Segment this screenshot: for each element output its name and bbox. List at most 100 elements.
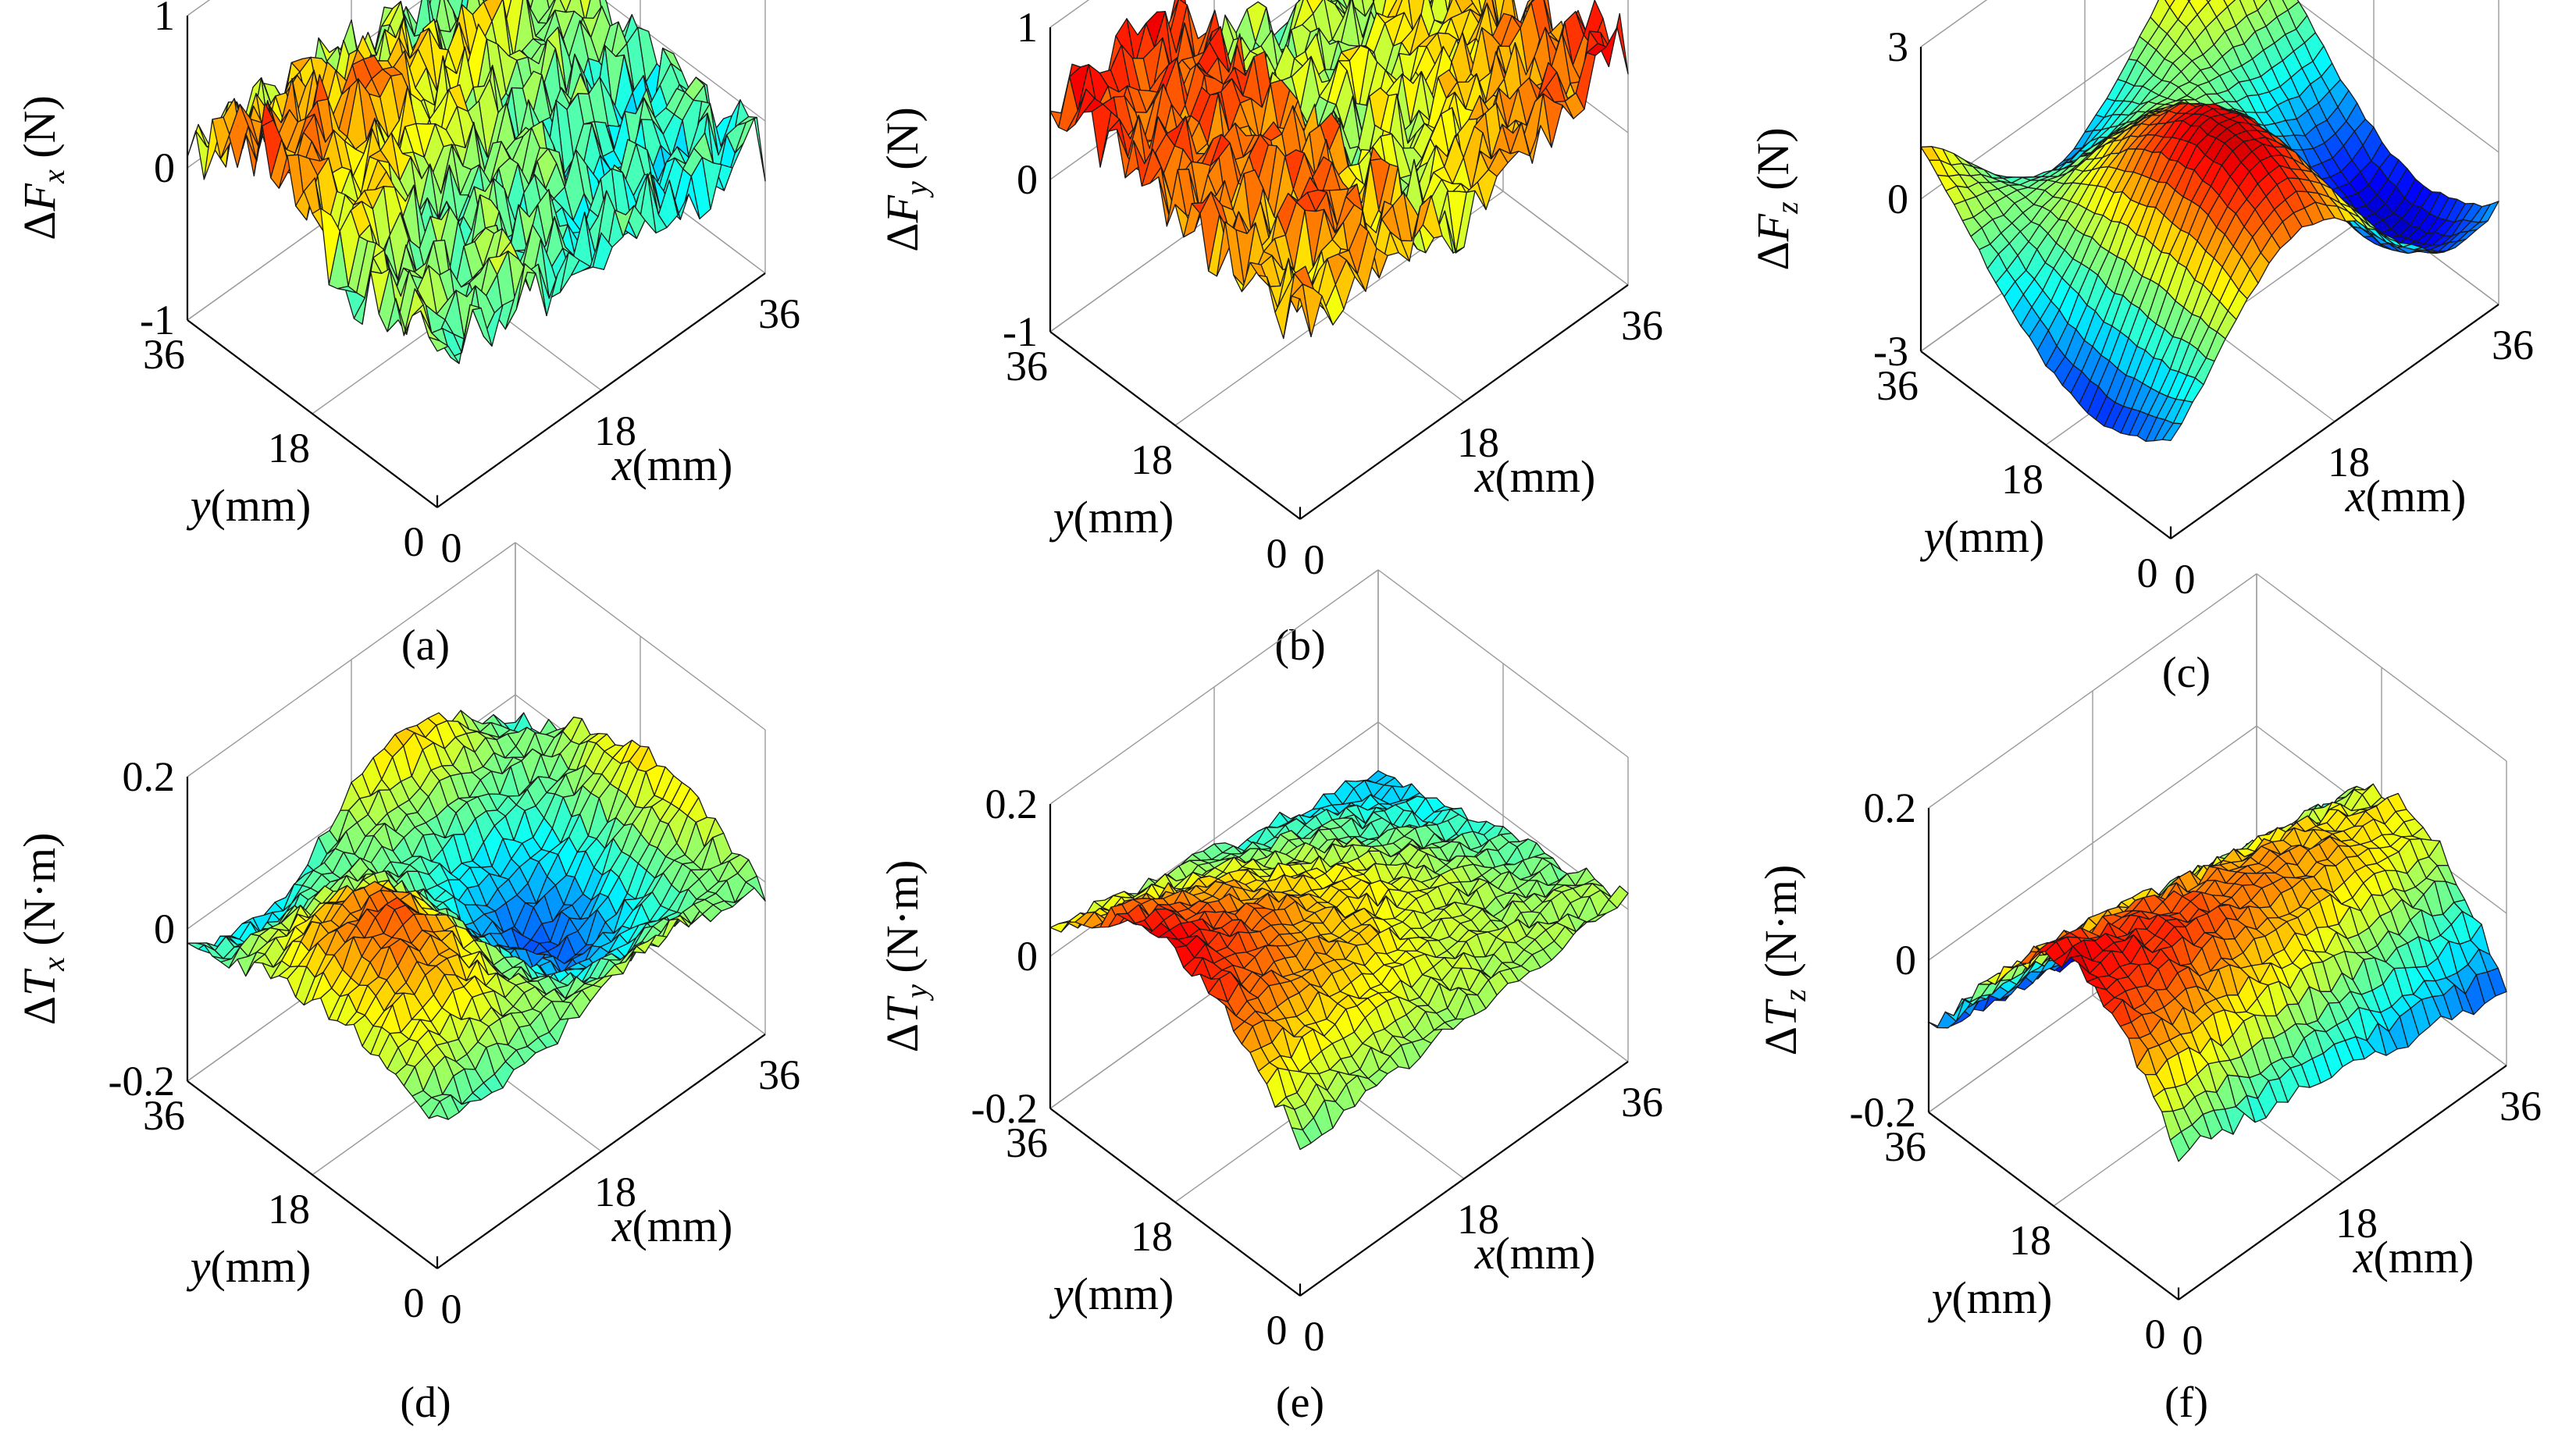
z-axis-label-sub: x — [36, 169, 71, 184]
x-axis-label: x(mm) — [611, 439, 733, 490]
z-tick-label: 0 — [1017, 156, 1038, 203]
z-axis-label-var: T — [14, 968, 65, 996]
y-axis-label: y(mm) — [1049, 1268, 1174, 1319]
surface-panel-f — [1928, 783, 2507, 1162]
x-axis-label-var: x — [1474, 451, 1495, 502]
z-tick-label: 1 — [154, 0, 175, 39]
surface-panel-e — [1049, 770, 1629, 1151]
y-tick-label: 18 — [268, 1186, 310, 1233]
x-axis-label-unit: (mm) — [1495, 451, 1595, 502]
z-tick-label: 0 — [1017, 933, 1038, 980]
surface-patch — [428, 336, 449, 352]
z-axis-label: ΔFy (N) — [877, 107, 934, 252]
y-tick-label: 0 — [1267, 1307, 1288, 1354]
panel-label-b: (b) — [1274, 621, 1325, 670]
x-tick-label: 0 — [1304, 536, 1325, 583]
x-axis-label: x(mm) — [1474, 1228, 1596, 1279]
x-axis-label-var: x — [2345, 471, 2366, 521]
z-tick-label: -3 — [1873, 328, 1908, 375]
z-axis-label-prefix: Δ — [877, 1023, 928, 1052]
x-axis-label-var: x — [1474, 1228, 1495, 1279]
surface-patch — [579, 0, 591, 22]
z-axis-label-var: T — [877, 995, 928, 1023]
y-axis-label-var: y — [1049, 492, 1074, 543]
y-tick-label: 0 — [2137, 550, 2158, 596]
z-tick-label: 0 — [1887, 176, 1908, 222]
z-axis-label-prefix: Δ — [14, 996, 65, 1025]
x-tick-label: 18 — [594, 407, 636, 454]
surface-panel-a — [187, 0, 766, 365]
x-axis-label-unit: (mm) — [1495, 1228, 1595, 1279]
y-axis-label-unit: (mm) — [1944, 511, 2044, 562]
y-axis-label: y(mm) — [187, 1241, 312, 1292]
y-tick-label: 36 — [1006, 343, 1048, 390]
grid-back-x-horizontal — [1920, 0, 1988, 48]
z-tick-label: -1 — [140, 297, 175, 343]
y-axis-label-unit: (mm) — [1073, 1268, 1174, 1319]
x-tick-label: 0 — [441, 1286, 462, 1332]
axes-panel-b — [1049, 27, 1629, 520]
y-axis-label-var: y — [1920, 511, 1944, 562]
z-tick-label: 0 — [154, 905, 175, 952]
z-axis-label-unit: (N) — [1748, 127, 1798, 201]
z-tick-label: 0.2 — [985, 781, 1039, 827]
surface-panel-b — [1049, 0, 1629, 340]
x-axis-line — [436, 272, 766, 508]
y-axis-label-unit: (mm) — [210, 480, 311, 531]
x-tick-label: 36 — [758, 1051, 800, 1098]
y-tick-label: 18 — [268, 425, 310, 471]
surface-panel-d — [187, 710, 766, 1120]
y-axis-line — [1049, 1108, 1301, 1297]
z-tick-label: 0 — [154, 144, 175, 191]
x-tick-label: 0 — [441, 525, 462, 571]
y-axis-label-unit: (mm) — [1073, 492, 1174, 543]
x-axis-label-unit: (mm) — [632, 1201, 732, 1251]
z-axis-label-sub: z — [1769, 201, 1805, 215]
z-axis-label-unit: (N) — [14, 95, 65, 169]
z-axis-label-prefix: Δ — [877, 222, 928, 251]
z-tick-label: -0.2 — [971, 1085, 1038, 1132]
z-tick-label: 3 — [1887, 23, 1908, 70]
y-tick-label: 18 — [1131, 1213, 1173, 1260]
x-axis-label-var: x — [611, 1201, 632, 1251]
z-tick-label: 1 — [1017, 4, 1038, 51]
surface-patch — [2164, 0, 2175, 9]
grid-back-y-horizontal — [2294, 0, 2499, 153]
panel-label-d: (d) — [400, 1379, 451, 1427]
y-axis-label-var: y — [187, 480, 211, 531]
x-axis-label-var: x — [611, 439, 632, 490]
y-axis-line — [187, 1080, 438, 1269]
surface-patch — [1291, 283, 1312, 338]
y-tick-label: 0 — [404, 518, 425, 565]
z-axis-label-unit: (N·m) — [14, 833, 65, 957]
y-tick-label: 0 — [1267, 530, 1288, 577]
z-axis-label: ΔFz (N) — [1748, 127, 1805, 270]
y-axis-label-var: y — [1049, 1268, 1074, 1319]
z-axis-label-unit: (N) — [877, 107, 928, 181]
z-axis-label-sub: y — [899, 181, 934, 198]
y-axis-line — [1049, 331, 1301, 520]
surface-patch — [1091, 103, 1112, 168]
y-axis-line — [187, 319, 438, 508]
z-axis-label-var: F — [877, 194, 928, 223]
x-tick-label: 0 — [2175, 556, 2196, 603]
z-tick-label: -0.2 — [109, 1058, 175, 1105]
panel-label-a: (a) — [401, 621, 450, 670]
x-tick-label: 36 — [1621, 302, 1663, 349]
x-axis-label-unit: (mm) — [2365, 471, 2466, 521]
y-axis-label: y(mm) — [187, 480, 312, 531]
y-axis-label: y(mm) — [1049, 492, 1174, 543]
z-axis-label-sub: x — [36, 957, 71, 972]
y-tick-label: 0 — [404, 1279, 425, 1326]
x-tick-label: 36 — [758, 290, 800, 337]
z-tick-label: 0.2 — [123, 753, 176, 800]
y-tick-label: 36 — [143, 331, 185, 378]
x-tick-label: 36 — [2492, 322, 2534, 368]
